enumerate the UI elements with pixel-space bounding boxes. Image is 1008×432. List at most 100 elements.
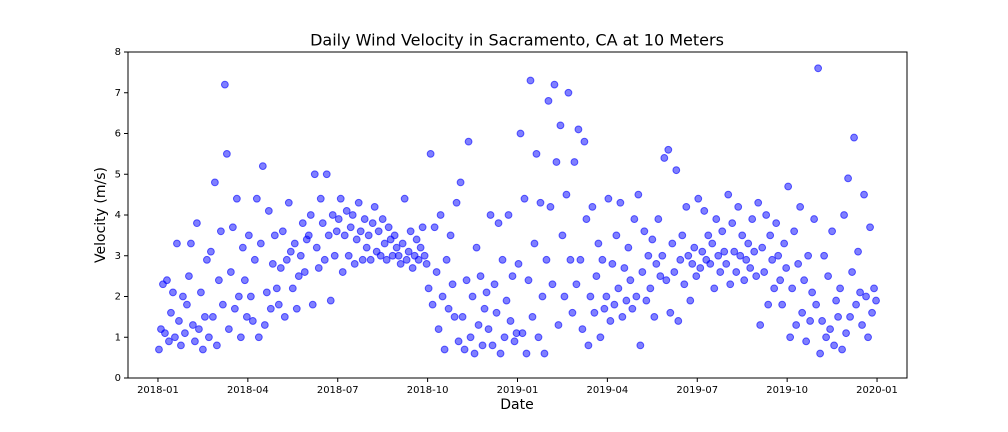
data-point [448, 280, 457, 289]
data-point [660, 154, 669, 162]
data-point [822, 333, 831, 342]
data-point [684, 251, 693, 260]
data-point [712, 215, 721, 223]
data-point [484, 325, 493, 334]
data-point [834, 312, 842, 321]
x-tick-label: 2018-04 [227, 385, 269, 396]
data-point [396, 260, 405, 268]
data-point [620, 264, 629, 272]
data-point [436, 211, 445, 219]
data-point [155, 345, 163, 354]
data-point [432, 268, 441, 276]
data-point [374, 227, 383, 236]
data-point [199, 345, 207, 354]
data-point [228, 223, 237, 232]
data-point [650, 312, 659, 321]
data-point [276, 264, 285, 272]
data-point [562, 190, 571, 199]
data-point [582, 215, 591, 223]
data-point [434, 325, 443, 334]
y-tick-label: 8 [115, 47, 121, 58]
data-point [838, 345, 846, 354]
x-tick-label: 2019-07 [676, 385, 718, 396]
data-point [860, 190, 868, 199]
data-point [278, 227, 287, 236]
plot-frame [127, 51, 908, 379]
data-point [402, 255, 411, 264]
chart-title: Daily Wind Velocity in Sacramento, CA at… [310, 31, 724, 50]
data-point [870, 284, 878, 293]
data-point [680, 280, 689, 289]
data-point [350, 260, 359, 268]
data-point [522, 349, 531, 358]
data-point [616, 198, 625, 207]
data-point [412, 235, 421, 244]
y-axis-label: Velocity (m/s) [93, 167, 109, 263]
data-point [642, 296, 651, 305]
data-point [338, 268, 347, 276]
data-point [590, 308, 599, 317]
data-point [426, 149, 435, 158]
data-point [324, 231, 333, 240]
data-point [866, 223, 874, 232]
data-point [804, 251, 813, 260]
data-point [604, 194, 613, 203]
data-point [294, 272, 303, 281]
data-point [193, 219, 201, 228]
data-point [722, 260, 731, 268]
data-point [550, 80, 559, 89]
data-point [376, 251, 385, 260]
data-point [786, 333, 795, 342]
data-point [668, 239, 677, 248]
data-point [400, 194, 409, 203]
data-point [700, 207, 709, 215]
data-point [662, 276, 671, 285]
data-point [306, 211, 315, 219]
data-point [826, 325, 834, 334]
data-point [628, 304, 637, 313]
data-point [852, 300, 860, 309]
data-point [201, 312, 209, 321]
data-point [658, 251, 667, 260]
data-point [554, 321, 563, 329]
data-point [580, 137, 589, 146]
data-point [208, 312, 217, 321]
data-point [744, 239, 753, 248]
data-point [572, 280, 581, 289]
data-point [776, 276, 785, 285]
data-point [218, 300, 227, 309]
data-point [342, 207, 351, 215]
y-tick-label: 2 [115, 292, 121, 303]
data-point [316, 194, 325, 203]
data-point [458, 312, 467, 321]
data-point [656, 272, 665, 281]
data-point [848, 268, 856, 276]
data-point [494, 219, 503, 228]
data-point [362, 243, 371, 252]
data-point [782, 264, 791, 272]
data-point [420, 251, 429, 260]
data-point [384, 223, 393, 232]
data-point [516, 129, 525, 138]
data-point [738, 231, 747, 240]
data-point [520, 194, 529, 203]
data-point [332, 227, 341, 236]
data-point [796, 202, 805, 211]
data-point [692, 272, 701, 281]
data-point [478, 341, 487, 350]
data-point [474, 321, 483, 329]
data-point [344, 251, 353, 260]
data-point [244, 231, 253, 240]
data-point [734, 202, 743, 211]
data-point [380, 239, 389, 248]
x-tick-label: 2018-07 [317, 385, 359, 396]
data-point [438, 292, 447, 301]
data-point [422, 260, 431, 268]
data-point [414, 255, 423, 264]
data-point [802, 337, 811, 346]
data-point [197, 288, 205, 297]
data-point [832, 296, 840, 305]
data-point [594, 239, 603, 248]
data-point [844, 174, 852, 183]
